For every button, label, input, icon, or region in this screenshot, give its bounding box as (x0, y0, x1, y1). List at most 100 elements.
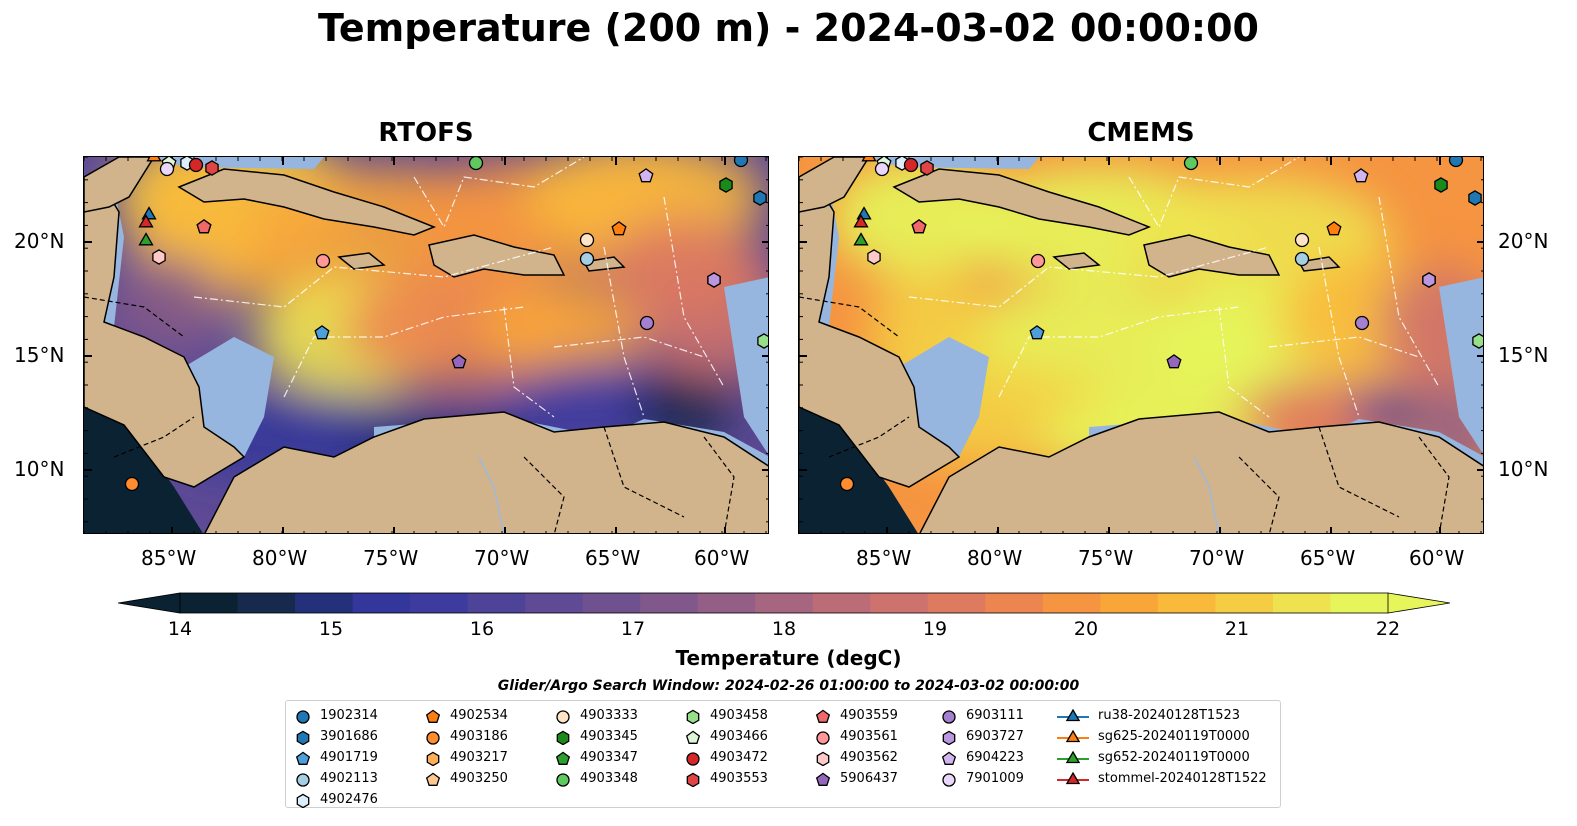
lon-label-65w: 65°W (1300, 546, 1356, 570)
colorbar-swatch (1100, 593, 1159, 613)
float-marker-sg625-20240119T0000 (146, 157, 162, 162)
legend-item: 4903466 (684, 726, 768, 747)
circle-marker (296, 772, 310, 787)
float-marker-1902314 (1448, 157, 1464, 168)
float-marker-4903472 (903, 157, 919, 173)
float-marker-sg625-20240119T0000 (861, 157, 877, 162)
colorbar-swatch (1272, 593, 1331, 613)
circle-marker (942, 772, 956, 787)
deep-ocean-region (84, 407, 203, 533)
float-marker-4903553 (920, 160, 934, 176)
legend-label: sg652-20240119T0000 (1098, 750, 1250, 765)
legend-label: 4903458 (710, 708, 768, 723)
triangle-marker-icon (1057, 771, 1089, 784)
eez-boundary (1128, 157, 1300, 229)
legend-item: sg652-20240119T0000 (1056, 747, 1267, 768)
float-marker-4903348 (1183, 157, 1199, 171)
legend-item: 1902314 (294, 705, 378, 726)
eez-boundary (413, 157, 585, 229)
eez-boundary (998, 306, 1240, 398)
float-marker-4903561 (315, 253, 331, 269)
float-marker-sg652-20240119T0000 (853, 232, 869, 246)
hexagon-marker-icon (296, 730, 310, 745)
hexagon-marker (686, 709, 700, 724)
land-jamaica (337, 252, 386, 270)
pentagon-marker-icon (941, 751, 957, 765)
legend-item: 5906437 (814, 768, 898, 789)
legend-item: 4902476 (294, 789, 378, 810)
colorbar-tick-20: 20 (1073, 618, 1099, 640)
legend-item: 4903345 (554, 726, 638, 747)
float-marker-6903727 (1422, 272, 1436, 288)
lon-label-75w: 75°W (363, 546, 419, 570)
float-marker-3901686 (753, 190, 767, 206)
colorbar-swatch (697, 593, 756, 613)
colorbar-tick-22: 22 (1375, 618, 1401, 640)
legend-item: sg625-20240119T0000 (1056, 726, 1267, 747)
legend-label: 4902113 (320, 771, 378, 786)
legend-label: 6903727 (966, 729, 1024, 744)
triangle-marker-icon (1057, 708, 1089, 721)
colorbar-tick-17: 17 (620, 618, 646, 640)
lon-label-75w: 75°W (1078, 546, 1134, 570)
float-marker-4901719 (314, 325, 330, 340)
legend-item: 4902534 (424, 705, 508, 726)
land-cuba (177, 168, 437, 236)
circle-marker-icon (296, 772, 310, 787)
hexagon-marker-icon (426, 751, 440, 766)
colorbar-tick-14: 14 (167, 618, 193, 640)
float-marker-1902314 (733, 157, 749, 168)
float-marker-4903458 (1472, 333, 1483, 349)
border-line (1318, 426, 1400, 518)
triangle-marker-icon (1057, 750, 1089, 763)
circle-marker-icon (942, 709, 956, 724)
colorbar-tick-15: 15 (318, 618, 344, 640)
pentagon-marker-icon (555, 751, 571, 765)
float-marker-4903561 (1030, 253, 1046, 269)
colorbar-swatch (180, 593, 239, 613)
float-marker-stommel-20240128T1522 (853, 214, 869, 228)
legend-column: 4903458 4903466 4903472 4903553 (684, 705, 768, 789)
float-marker-4903458 (757, 333, 768, 349)
legend-label: 3901686 (320, 729, 378, 744)
circle-marker-icon (942, 772, 956, 787)
legend-label: 4902534 (450, 708, 508, 723)
float-marker-4903348 (468, 157, 484, 171)
hexagon-marker-icon (686, 709, 700, 724)
map-panel-rtofs (83, 156, 769, 534)
legend-item: 4903553 (684, 768, 768, 789)
legend-item: 4903217 (424, 747, 508, 768)
legend-label: 4903250 (450, 771, 508, 786)
hexagon-marker (556, 730, 570, 745)
hexagon-marker-icon (942, 730, 956, 745)
border-line (1418, 436, 1450, 533)
hexagon-marker-icon (816, 751, 830, 766)
pentagon-marker (425, 709, 441, 723)
legend-label: 4903347 (580, 750, 638, 765)
pentagon-marker-icon (815, 709, 831, 723)
float-marker-4902113 (1294, 251, 1310, 267)
legend-label: 4903561 (840, 729, 898, 744)
legend-item: 7901009 (940, 768, 1024, 789)
circle-marker (296, 709, 310, 724)
circle-marker-icon (556, 709, 570, 724)
colorbar-swatch (467, 593, 526, 613)
hexagon-marker (816, 751, 830, 766)
pentagon-marker-icon (685, 730, 701, 744)
hexagon-marker-icon (296, 793, 310, 808)
colorbar-tick-21: 21 (1224, 618, 1250, 640)
float-marker-3901686 (1468, 190, 1482, 206)
legend-item: 4903561 (814, 726, 898, 747)
legend-column: 6903111 6903727 6904223 7901009 (940, 705, 1024, 789)
eez-boundary (603, 246, 645, 418)
lon-label-80w: 80°W (252, 546, 308, 570)
legend-item: 4903472 (684, 747, 768, 768)
land-cuba (892, 168, 1152, 236)
legend-label: 5906437 (840, 771, 898, 786)
colorbar-swatch (1157, 593, 1216, 613)
legend-label: 4903345 (580, 729, 638, 744)
panel-title-cmems: CMEMS (1087, 118, 1195, 148)
float-marker-4902534 (611, 221, 627, 236)
float-marker-4903553 (205, 160, 219, 176)
triangle-marker (1065, 771, 1081, 784)
